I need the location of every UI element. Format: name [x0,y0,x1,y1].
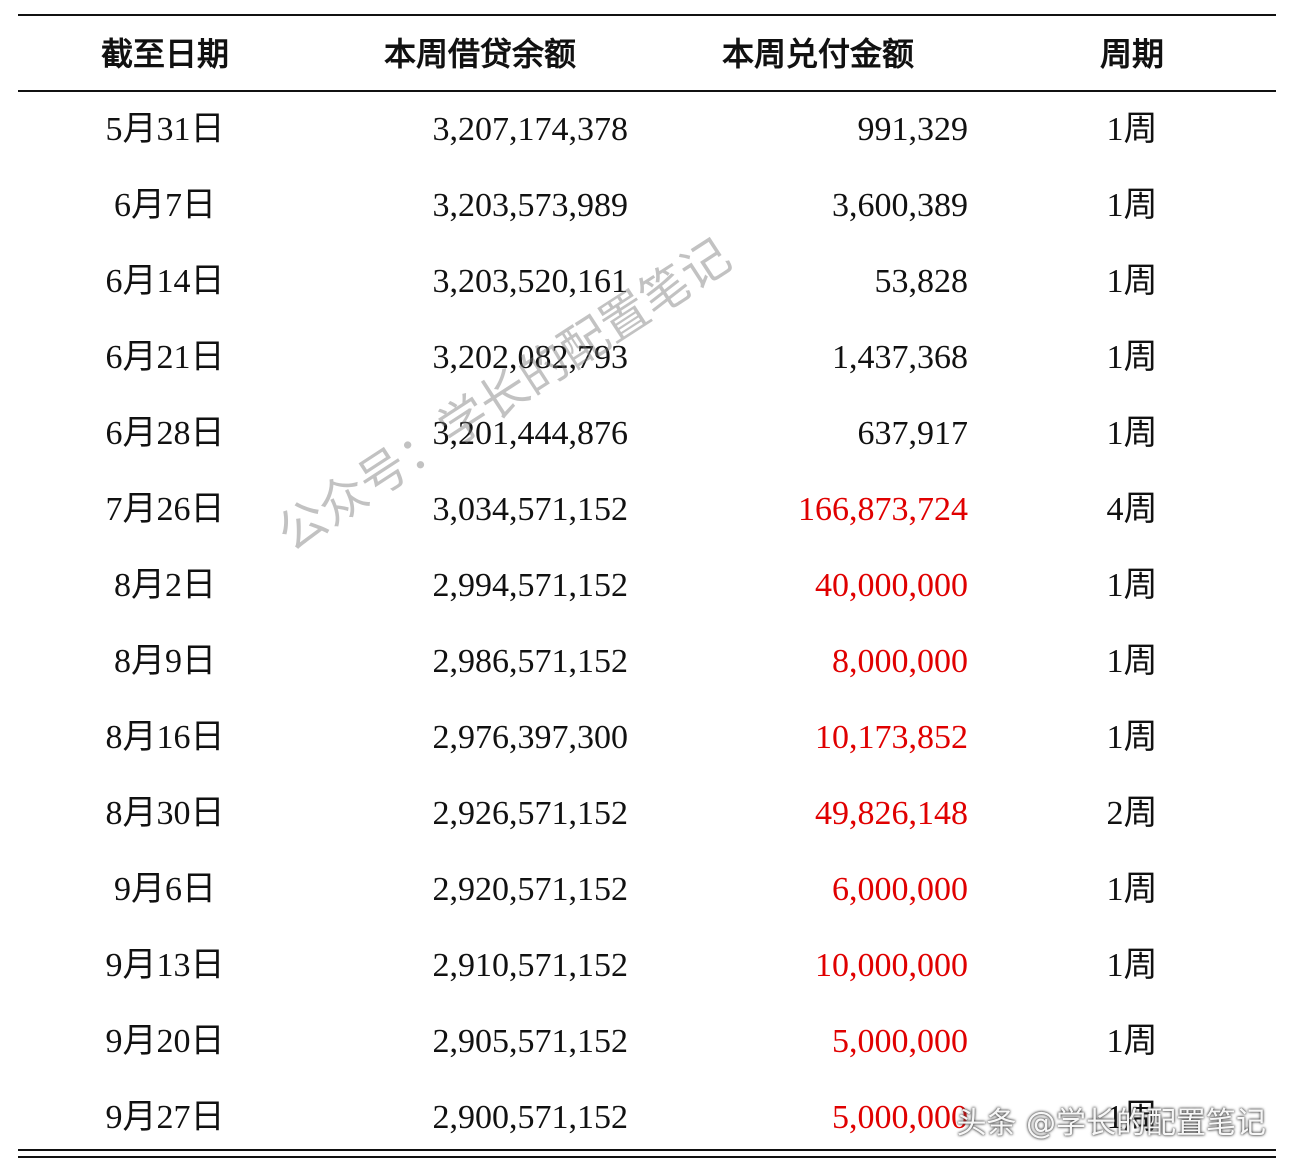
table-cell: 3,600,389 [832,187,968,224]
table-cell: 6月28日 [105,415,225,452]
table-cell: 637,917 [857,415,969,452]
watermark: 头条 @学长的配置笔记 [956,1106,1266,1141]
top-rule [18,14,1276,16]
table-cell: 53,828 [874,263,969,300]
table-cell: 3,202,082,793 [432,339,629,376]
header-cell: 周期 [1099,35,1164,73]
table-cell: 166,873,724 [798,491,968,528]
table-cell: 1,437,368 [832,339,968,376]
table-cell: 1周 [1106,719,1158,756]
table-cell: 2,910,571,152 [432,947,629,984]
table-cell: 9月27日 [105,1099,225,1136]
table-cell: 1周 [1106,947,1158,984]
table-cell: 1周 [1106,1099,1158,1136]
table-cell: 1周 [1106,871,1158,908]
table-cell: 2,905,571,152 [432,1023,629,1060]
table-cell: 4周 [1106,491,1158,528]
table-cell: 6,000,000 [832,871,968,908]
table-cell: 40,000,000 [815,567,968,604]
table-cell: 6月14日 [105,263,225,300]
table-cell: 2,986,571,152 [432,643,629,680]
table-cell: 2,994,571,152 [432,567,629,604]
table-cell: 6月7日 [114,187,216,224]
table-cell: 8,000,000 [832,643,968,680]
table-cell: 3,201,444,876 [432,415,629,452]
table-cell: 1周 [1106,643,1158,680]
table-cell: 2,976,397,300 [432,719,629,756]
table-cell: 49,826,148 [815,795,968,832]
table-cell: 2,920,571,152 [432,871,629,908]
table-cell: 3,203,520,161 [432,263,629,300]
table-cell: 991,329 [857,111,969,148]
table-cell: 8月30日 [105,795,225,832]
table-cell: 2周 [1106,795,1158,832]
header-cell: 本周兑付金额 [721,35,914,73]
table-cell: 1周 [1106,339,1158,376]
header-cell: 截至日期 [100,35,229,73]
table-cell: 9月13日 [105,947,225,984]
header-rule [18,90,1276,92]
table-cell: 10,000,000 [815,947,968,984]
table-cell: 8月16日 [105,719,225,756]
table-cell: 8月2日 [114,567,216,604]
bottom-rule [18,1156,1276,1158]
table-cell: 2,900,571,152 [432,1099,629,1136]
table-cell: 5月31日 [105,111,225,148]
header-cell: 本周借贷余额 [383,35,576,73]
table-cell: 9月6日 [114,871,216,908]
table-cell: 2,926,571,152 [432,795,629,832]
bottom-rule [18,1149,1276,1151]
table-cell: 6月21日 [105,339,225,376]
table-cell: 5,000,000 [832,1023,968,1060]
table-cell: 5,000,000 [832,1099,968,1136]
table-cell: 1周 [1106,567,1158,604]
table-cell: 1周 [1106,111,1158,148]
table-cell: 1周 [1106,263,1158,300]
table-cell: 1周 [1106,415,1158,452]
table-cell: 8月9日 [114,643,216,680]
table-cell: 3,207,174,378 [432,111,629,148]
table-cell: 1周 [1106,187,1158,224]
table-cell: 9月20日 [105,1023,225,1060]
table-cell: 1周 [1106,1023,1158,1060]
table-cell: 10,173,852 [815,719,968,756]
table-cell: 3,203,573,989 [432,187,629,224]
table-cell: 3,034,571,152 [432,491,629,528]
table-cell: 7月26日 [105,491,225,528]
